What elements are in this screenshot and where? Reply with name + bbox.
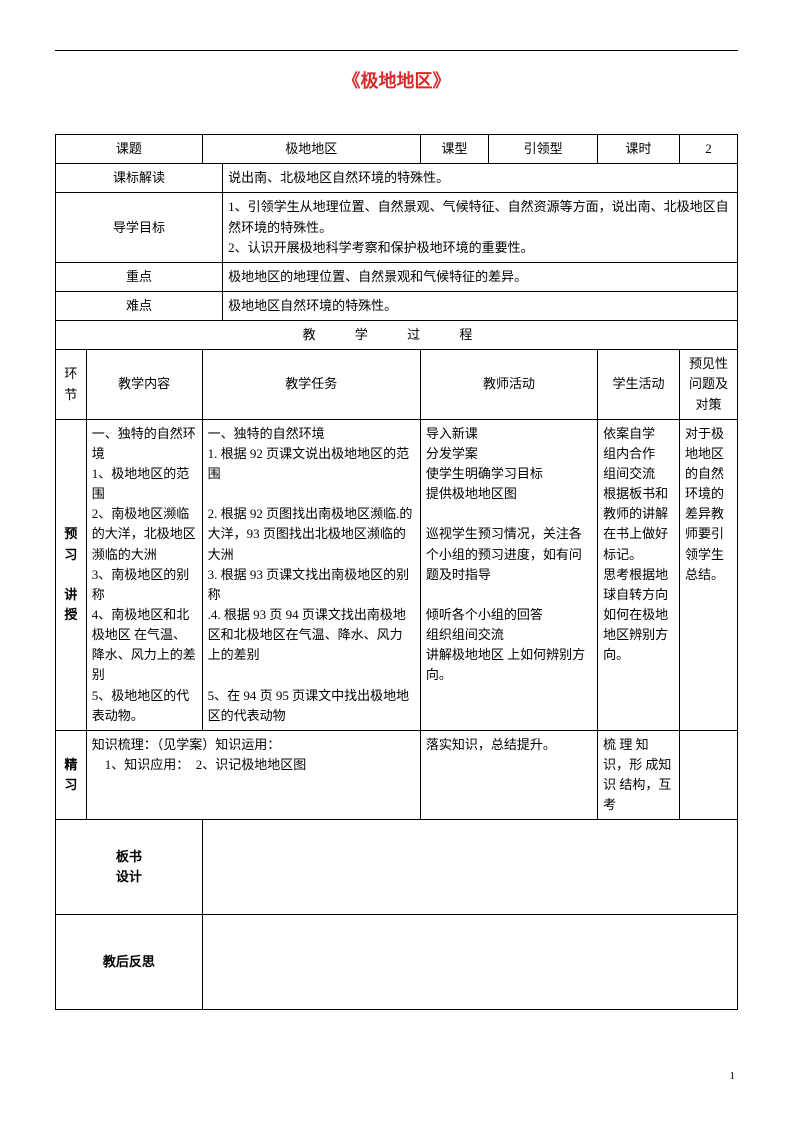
lesson-plan-table: 课题 极地地区 课型 引领型 课时 2 课标解读 说出南、北极地区自然环境的特殊… [55,134,738,1010]
student-practice: 梳 理 知识，形 成知 识 结构，互考 [598,730,680,820]
header-row-objective: 导学目标 1、引领学生从地理位置、自然景观、气候特征、自然资源等方面，说出南、北… [56,193,738,262]
topic-value: 极地地区 [202,135,420,164]
content-preview: 一、独特的自然环境 1、极地地区的范围 2、南极地区濒临的大洋，北极地区濒临的大… [86,419,202,730]
issues-practice [679,730,737,820]
board-design-row: 板书 设计 [56,820,738,915]
student-preview: 依案自学 组内合作 组间交流 根据板书和教师的讲解在书上做好标记。 思考根据地球… [598,419,680,730]
teacher-preview: 导入新课 分发学案 使学生明确学习目标 提供极地地区图 巡视学生预习情况，关注各… [420,419,597,730]
header-row-keypoint: 重点 极地地区的地理位置、自然景观和气候特征的差异。 [56,262,738,291]
phase-practice: 精习 [56,730,87,820]
process-heading: 教 学 过 程 [56,321,738,350]
process-row-practice: 精习 知识梳理：（见学案）知识运用： 1、知识应用： 2、识记极地地区图 落实知… [56,730,738,820]
objective-label: 导学目标 [56,193,223,262]
content-task-practice: 知识梳理：（见学案）知识运用： 1、知识应用： 2、识记极地地区图 [86,730,420,820]
top-rule [55,50,738,51]
topic-label: 课题 [56,135,203,164]
standard-label: 课标解读 [56,164,223,193]
board-design-content [202,820,737,915]
hours-label: 课时 [598,135,680,164]
type-value: 引领型 [489,135,598,164]
board-design-label: 板书 设计 [56,820,203,915]
header-row-difficulty: 难点 极地地区自然环境的特殊性。 [56,292,738,321]
reflection-label: 教后反思 [56,915,203,1010]
phase-preview: 预习 讲授 [56,419,87,730]
reflection-row: 教后反思 [56,915,738,1010]
col-task: 教学任务 [202,350,420,419]
col-teacher: 教师活动 [420,350,597,419]
hours-value: 2 [679,135,737,164]
difficulty-label: 难点 [56,292,223,321]
process-columns-row: 环节 教学内容 教学任务 教师活动 学生活动 预见性问题及对策 [56,350,738,419]
col-content: 教学内容 [86,350,202,419]
keypoint-value: 极地地区的地理位置、自然景观和气候特征的差异。 [223,262,738,291]
type-label: 课型 [420,135,488,164]
difficulty-value: 极地地区自然环境的特殊性。 [223,292,738,321]
teacher-practice: 落实知识，总结提升。 [420,730,597,820]
col-student: 学生活动 [598,350,680,419]
process-heading-row: 教 学 过 程 [56,321,738,350]
issues-preview: 对于极地地区的自然环境的差异教师要引领学生总结。 [679,419,737,730]
objective-value: 1、引领学生从地理位置、自然景观、气候特征、自然资源等方面，说出南、北极地区自然… [223,193,738,262]
header-row-standard: 课标解读 说出南、北极地区自然环境的特殊性。 [56,164,738,193]
reflection-content [202,915,737,1010]
task-preview: 一、独特的自然环境 1. 根据 92 页课文说出极地地区的范围 2. 根据 92… [202,419,420,730]
standard-value: 说出南、北极地区自然环境的特殊性。 [223,164,738,193]
process-row-preview: 预习 讲授 一、独特的自然环境 1、极地地区的范围 2、南极地区濒临的大洋，北极… [56,419,738,730]
keypoint-label: 重点 [56,262,223,291]
document-title: 《极地地区》 [55,69,738,94]
col-phase: 环节 [56,350,87,419]
col-issues: 预见性问题及对策 [679,350,737,419]
page-number: 1 [730,1069,736,1084]
header-row-1: 课题 极地地区 课型 引领型 课时 2 [56,135,738,164]
